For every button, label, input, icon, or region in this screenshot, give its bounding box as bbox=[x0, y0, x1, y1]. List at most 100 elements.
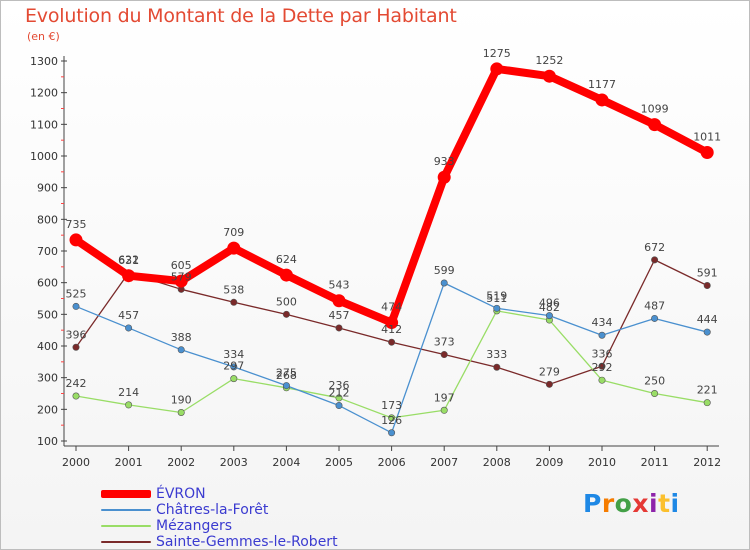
data-label: 396 bbox=[66, 328, 87, 341]
data-label: 496 bbox=[539, 297, 560, 310]
data-point bbox=[282, 382, 290, 390]
data-label: 242 bbox=[66, 377, 87, 390]
data-label: 173 bbox=[381, 399, 402, 412]
legend-item: Mézangers bbox=[101, 518, 338, 534]
data-point bbox=[335, 394, 343, 402]
logo-letter: r bbox=[601, 489, 615, 518]
data-label: 457 bbox=[329, 309, 350, 322]
data-point bbox=[177, 408, 185, 416]
data-label: 538 bbox=[223, 283, 244, 296]
legend-label: Sainte-Gemmes-le-Robert bbox=[156, 534, 338, 550]
proxiti-logo: Proxiti bbox=[583, 489, 680, 518]
y-tick-label: 400 bbox=[37, 340, 58, 353]
x-tick-label: 2012 bbox=[693, 456, 721, 469]
y-tick-label: 200 bbox=[37, 403, 58, 416]
logo-letter: P bbox=[583, 489, 602, 518]
data-label: 1099 bbox=[641, 103, 669, 116]
data-label: 735 bbox=[66, 218, 87, 231]
data-point bbox=[545, 312, 553, 320]
data-label: 709 bbox=[223, 226, 244, 239]
y-tick-label: 1100 bbox=[30, 118, 58, 131]
data-label: 333 bbox=[486, 348, 507, 361]
data-label: 373 bbox=[434, 336, 455, 349]
x-tick-label: 2008 bbox=[483, 456, 511, 469]
data-point bbox=[177, 346, 185, 354]
data-label: 297 bbox=[223, 360, 244, 373]
data-label: 1275 bbox=[483, 47, 511, 60]
data-label: 672 bbox=[644, 241, 665, 254]
data-point bbox=[332, 294, 346, 308]
series-line-0 bbox=[72, 64, 712, 327]
data-label: 511 bbox=[486, 292, 507, 305]
data-label: 1011 bbox=[693, 131, 721, 144]
data-point bbox=[598, 331, 606, 339]
y-tick-label: 1300 bbox=[30, 55, 58, 68]
data-point bbox=[388, 414, 396, 422]
x-tick-label: 2006 bbox=[378, 456, 406, 469]
data-label: 624 bbox=[276, 253, 297, 266]
data-point bbox=[230, 298, 238, 306]
data-point bbox=[125, 324, 133, 332]
data-label: 599 bbox=[434, 264, 455, 277]
data-label: 221 bbox=[697, 384, 718, 397]
data-point bbox=[335, 402, 343, 410]
data-label: 197 bbox=[434, 391, 455, 404]
data-label: 279 bbox=[539, 365, 560, 378]
data-point bbox=[125, 401, 133, 409]
data-point bbox=[703, 399, 711, 407]
data-point bbox=[598, 376, 606, 384]
x-tick-label: 2004 bbox=[272, 456, 300, 469]
data-point bbox=[437, 170, 451, 184]
y-tick-label: 1000 bbox=[30, 150, 58, 163]
data-label: 457 bbox=[118, 309, 139, 322]
data-point bbox=[703, 282, 711, 290]
data-point bbox=[542, 69, 556, 83]
legend: ÉVRON Châtres-la-Forêt Mézangers Sainte-Gem… bbox=[101, 486, 338, 550]
logo-letter: i bbox=[670, 489, 680, 518]
x-tick-label: 2001 bbox=[115, 456, 143, 469]
legend-swatch bbox=[101, 525, 151, 527]
x-tick-label: 2002 bbox=[167, 456, 195, 469]
chart-unit: (en €) bbox=[27, 30, 60, 43]
series-points bbox=[69, 62, 714, 437]
data-point bbox=[385, 316, 399, 330]
data-label: 474 bbox=[381, 301, 402, 314]
data-label: 268 bbox=[276, 369, 297, 382]
data-point bbox=[279, 268, 293, 282]
x-tick-label: 2009 bbox=[535, 456, 563, 469]
data-point bbox=[122, 269, 136, 283]
data-label: 212 bbox=[329, 387, 350, 400]
data-label: 482 bbox=[539, 301, 560, 314]
x-tick-label: 2003 bbox=[220, 456, 248, 469]
data-label: 1177 bbox=[588, 78, 616, 91]
data-point bbox=[230, 375, 238, 383]
data-point bbox=[72, 392, 80, 400]
data-label: 631 bbox=[118, 254, 139, 267]
data-point bbox=[69, 233, 83, 247]
data-point bbox=[595, 93, 609, 107]
data-label: 126 bbox=[381, 414, 402, 427]
data-point bbox=[651, 256, 659, 264]
legend-swatch bbox=[101, 541, 151, 543]
data-point bbox=[648, 118, 662, 132]
data-point bbox=[335, 324, 343, 332]
data-labels: 735 622 605 709 624 543 474 933 1275 1252 1177 1099… bbox=[66, 47, 722, 427]
x-tick-label: 2000 bbox=[62, 456, 90, 469]
legend-item: Sainte-Gemmes-le-Robert bbox=[101, 534, 338, 550]
legend-item: ÉVRON bbox=[101, 486, 338, 502]
data-point bbox=[227, 241, 241, 255]
y-tick-label: 900 bbox=[37, 182, 58, 195]
data-point bbox=[440, 279, 448, 287]
data-label: 543 bbox=[329, 279, 350, 292]
data-label: 487 bbox=[644, 299, 665, 312]
data-point bbox=[493, 304, 501, 312]
data-label: 525 bbox=[66, 287, 87, 300]
data-point bbox=[651, 389, 659, 397]
data-label: 412 bbox=[381, 323, 402, 336]
chart-title: Evolution du Montant de la Dette par Hab… bbox=[25, 5, 457, 27]
y-tick-label: 300 bbox=[37, 372, 58, 385]
data-label: 605 bbox=[171, 259, 192, 272]
data-point bbox=[282, 310, 290, 318]
data-point bbox=[598, 362, 606, 370]
